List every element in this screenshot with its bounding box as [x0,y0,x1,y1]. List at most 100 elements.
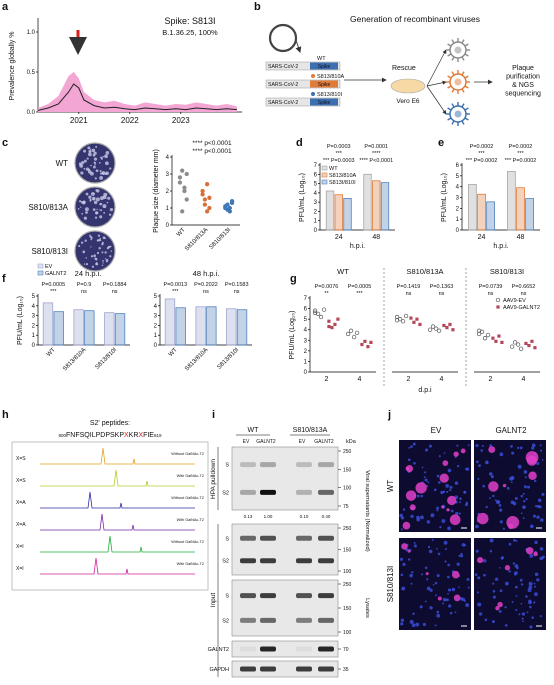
condition-label: Without GalNAc-T2 [171,452,204,456]
band-label: S2 [222,559,229,565]
plaque [81,161,85,165]
genome-label: SARS-CoV-2 [268,82,298,88]
nucleus [484,618,488,622]
nucleus [529,554,534,558]
nucleus [499,452,504,457]
outcome-label: purification [506,74,540,81]
nucleus [433,488,437,492]
bar [486,201,495,231]
ratio-label: 0.40 [322,514,331,519]
panel-label: b [254,1,261,13]
ratio-label: 1.00 [264,514,273,519]
band [318,666,334,672]
infected-cell [526,547,534,555]
plaque [90,164,92,167]
y-tick-label: 1 [154,333,158,339]
nucleus [517,464,522,469]
nucleus [492,494,495,498]
nucleus [443,452,446,454]
point [345,331,351,337]
nucleus [508,542,512,546]
plaque [101,241,104,244]
row-label: X=A [16,522,26,528]
point [184,197,189,202]
band [260,593,276,599]
nucleus [525,595,528,598]
y-tick-label: 3 [166,172,170,178]
point [394,314,400,320]
y-tick-label: 3 [456,196,460,202]
plaque [106,201,109,204]
plaque [83,167,86,170]
point [418,322,422,327]
nucleus [481,444,484,447]
nucleus [434,624,437,627]
plate [74,230,116,272]
nucleus [465,501,469,504]
infected-cell [528,471,537,480]
x-tick-label: 24 [478,234,486,241]
nucleus [456,562,460,566]
band [240,646,256,652]
step-label: Rescue [392,65,416,72]
nucleus [519,578,523,582]
band [260,535,276,541]
blot [231,446,339,511]
plaque [82,250,86,254]
nucleus [448,604,452,608]
band [318,558,334,564]
nucleus [424,566,428,570]
legend-label: AAV9-EV [503,298,526,304]
infected-cell [447,495,457,506]
nucleus [536,515,540,519]
nucleus [476,591,480,594]
y-tick-label: 3 [32,314,36,320]
nucleus [490,475,494,479]
nucleus [426,520,431,524]
infected-cell [405,490,417,501]
infected-cell [477,512,489,525]
nucleus [523,485,527,489]
annotation: P=0.1419 [397,284,421,290]
nucleus [525,497,528,501]
bar [325,190,335,231]
nucleus [436,474,440,478]
band-label: S [225,594,229,600]
nucleus [477,477,480,480]
band [260,558,276,564]
plaque [105,151,110,155]
nucleus [512,501,517,506]
annotation: ns [112,289,118,295]
point [184,171,189,177]
plaque [97,238,101,242]
nucleus [424,471,427,474]
plaque [105,171,109,175]
bar [226,308,237,346]
y-tick-label: 2 [314,209,318,215]
lane-label: GALNT2 [256,439,276,445]
point [491,336,495,340]
nucleus [527,588,532,593]
chromatogram-frame [11,441,209,591]
construct-tag: S813/810A [317,74,345,80]
panel-label: f [2,273,6,285]
nucleus [449,489,452,492]
infected-cell [488,446,496,454]
point [369,340,373,344]
condition-label: Without GalNAc-T2 [171,496,204,500]
chart-title: 48 h.p.i. [193,269,220,278]
nucleus [510,444,513,448]
nucleus [535,505,538,508]
condition-label: With GalNAc-T2 [177,562,204,566]
plaque [96,262,98,264]
plaque [95,258,98,261]
bar [477,193,486,231]
plaque [94,177,97,180]
band [260,617,276,623]
chromatogram-trace [40,557,195,575]
plaque [100,156,103,159]
y-tick-label: 1.0 [27,30,36,36]
x-tick-label: WT [46,347,57,358]
band [260,666,276,672]
plaque [105,161,109,166]
